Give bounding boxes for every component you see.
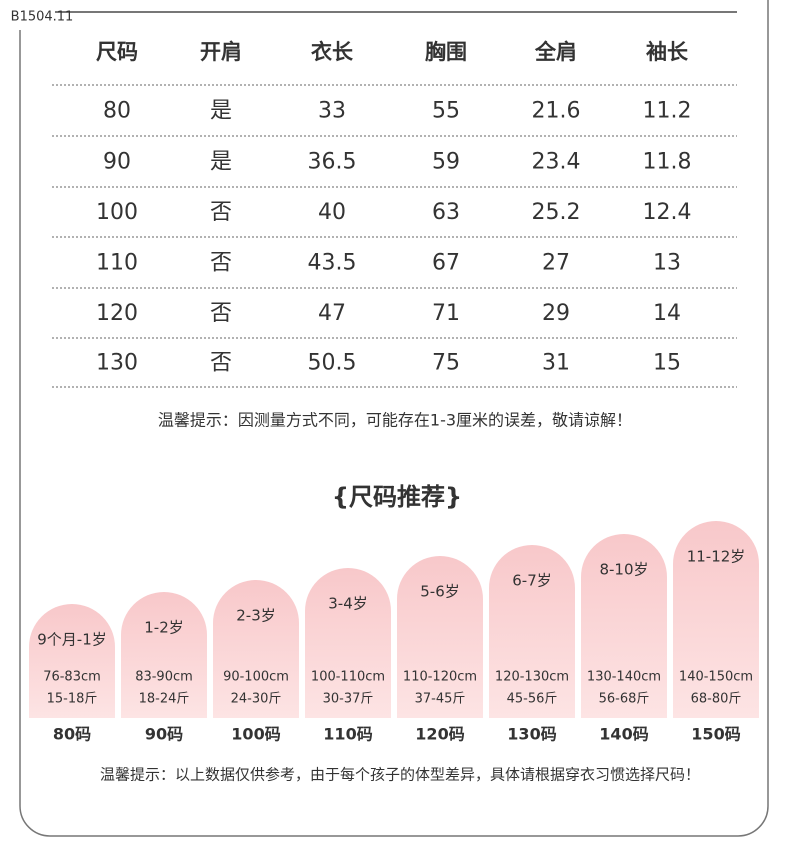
cell: 120: [96, 301, 138, 326]
cell: 31: [542, 351, 570, 376]
column-header: 尺码: [96, 40, 138, 64]
size-arch: [489, 545, 575, 718]
cell: 40: [318, 200, 346, 225]
column-header: 开肩: [200, 40, 242, 64]
age: 1-2岁: [144, 619, 184, 637]
cell: 27: [542, 251, 570, 276]
size: 140码: [599, 725, 648, 744]
size-arch: [121, 592, 207, 718]
cell: 23.4: [532, 150, 581, 175]
cell: 29: [542, 301, 570, 326]
cell: 否: [210, 251, 232, 276]
cell: 否: [210, 351, 232, 376]
weight: 56-68斤: [599, 692, 650, 707]
column-header: 衣长: [311, 40, 354, 64]
table-note: 温馨提示：因测量方式不同，可能存在1-3厘米的误差，敬请谅解！: [158, 411, 632, 430]
weight: 37-45斤: [415, 692, 466, 707]
weight: 15-18斤: [47, 692, 98, 707]
size-arch: [213, 580, 299, 718]
recommend-title: {尺码推荐}: [332, 483, 462, 511]
cell: 否: [210, 200, 232, 225]
cell: 14: [653, 301, 681, 326]
weight: 30-37斤: [323, 692, 374, 707]
cell: 47: [318, 301, 346, 326]
size-arch: [305, 568, 391, 718]
frame: [19, 0, 769, 837]
cell: 67: [432, 251, 460, 276]
watermark-bg: [0, 0, 90, 30]
age: 11-12岁: [687, 548, 746, 566]
cell: 75: [432, 351, 460, 376]
column-header: 全肩: [534, 40, 577, 64]
age: 3-4岁: [328, 595, 368, 613]
age: 6-7岁: [512, 572, 552, 590]
column-header: 胸围: [425, 40, 467, 64]
cell: 11.8: [643, 150, 692, 175]
cell: 是: [210, 99, 232, 124]
size: 130码: [507, 725, 556, 744]
age: 2-3岁: [236, 607, 276, 625]
size: 110码: [323, 725, 372, 744]
size-arch: [673, 521, 759, 718]
cell: 12.4: [643, 200, 692, 225]
cell: 33: [318, 99, 346, 124]
cell: 25.2: [532, 200, 581, 225]
age: 8-10岁: [599, 561, 648, 579]
cell: 59: [432, 150, 460, 175]
age: 5-6岁: [420, 583, 460, 601]
size: 100码: [231, 725, 280, 744]
weight: 68-80斤: [691, 692, 742, 707]
height: 110-120cm: [403, 670, 477, 685]
cell: 43.5: [308, 251, 357, 276]
height: 83-90cm: [135, 670, 193, 685]
size-arch: [397, 556, 483, 718]
cell: 21.6: [532, 99, 581, 124]
cell: 100: [96, 200, 138, 225]
cell: 55: [432, 99, 460, 124]
weight: 24-30斤: [231, 692, 282, 707]
cell: 13: [653, 251, 681, 276]
height: 120-130cm: [495, 670, 569, 685]
height: 76-83cm: [43, 670, 101, 685]
size: 90码: [145, 725, 183, 744]
age: 9个月-1岁: [37, 631, 107, 649]
cell: 是: [210, 150, 232, 175]
cell: 63: [432, 200, 460, 225]
cell: 130: [96, 351, 138, 376]
cell: 90: [103, 150, 131, 175]
column-header: 袖长: [646, 40, 689, 64]
size: 150码: [691, 725, 740, 744]
cell: 110: [96, 251, 138, 276]
cell: 否: [210, 301, 232, 326]
weight: 45-56斤: [507, 692, 558, 707]
watermark: B1504.11: [11, 10, 74, 25]
cell: 71: [432, 301, 460, 326]
cell: 36.5: [308, 150, 357, 175]
cell: 11.2: [643, 99, 692, 124]
cell: 80: [103, 99, 131, 124]
recommend-note: 温馨提示：以上数据仅供参考，由于每个孩子的体型差异，具体请根据穿衣习惯选择尺码！: [100, 766, 700, 784]
height: 130-140cm: [587, 670, 661, 685]
size: 80码: [53, 725, 91, 744]
size-arch: [29, 604, 115, 718]
cell: 15: [653, 351, 681, 376]
height: 140-150cm: [679, 670, 753, 685]
size-arch: [581, 534, 667, 718]
height: 100-110cm: [311, 670, 385, 685]
size: 120码: [415, 725, 464, 744]
cell: 50.5: [308, 351, 357, 376]
weight: 18-24斤: [139, 692, 190, 707]
height: 90-100cm: [223, 670, 289, 685]
